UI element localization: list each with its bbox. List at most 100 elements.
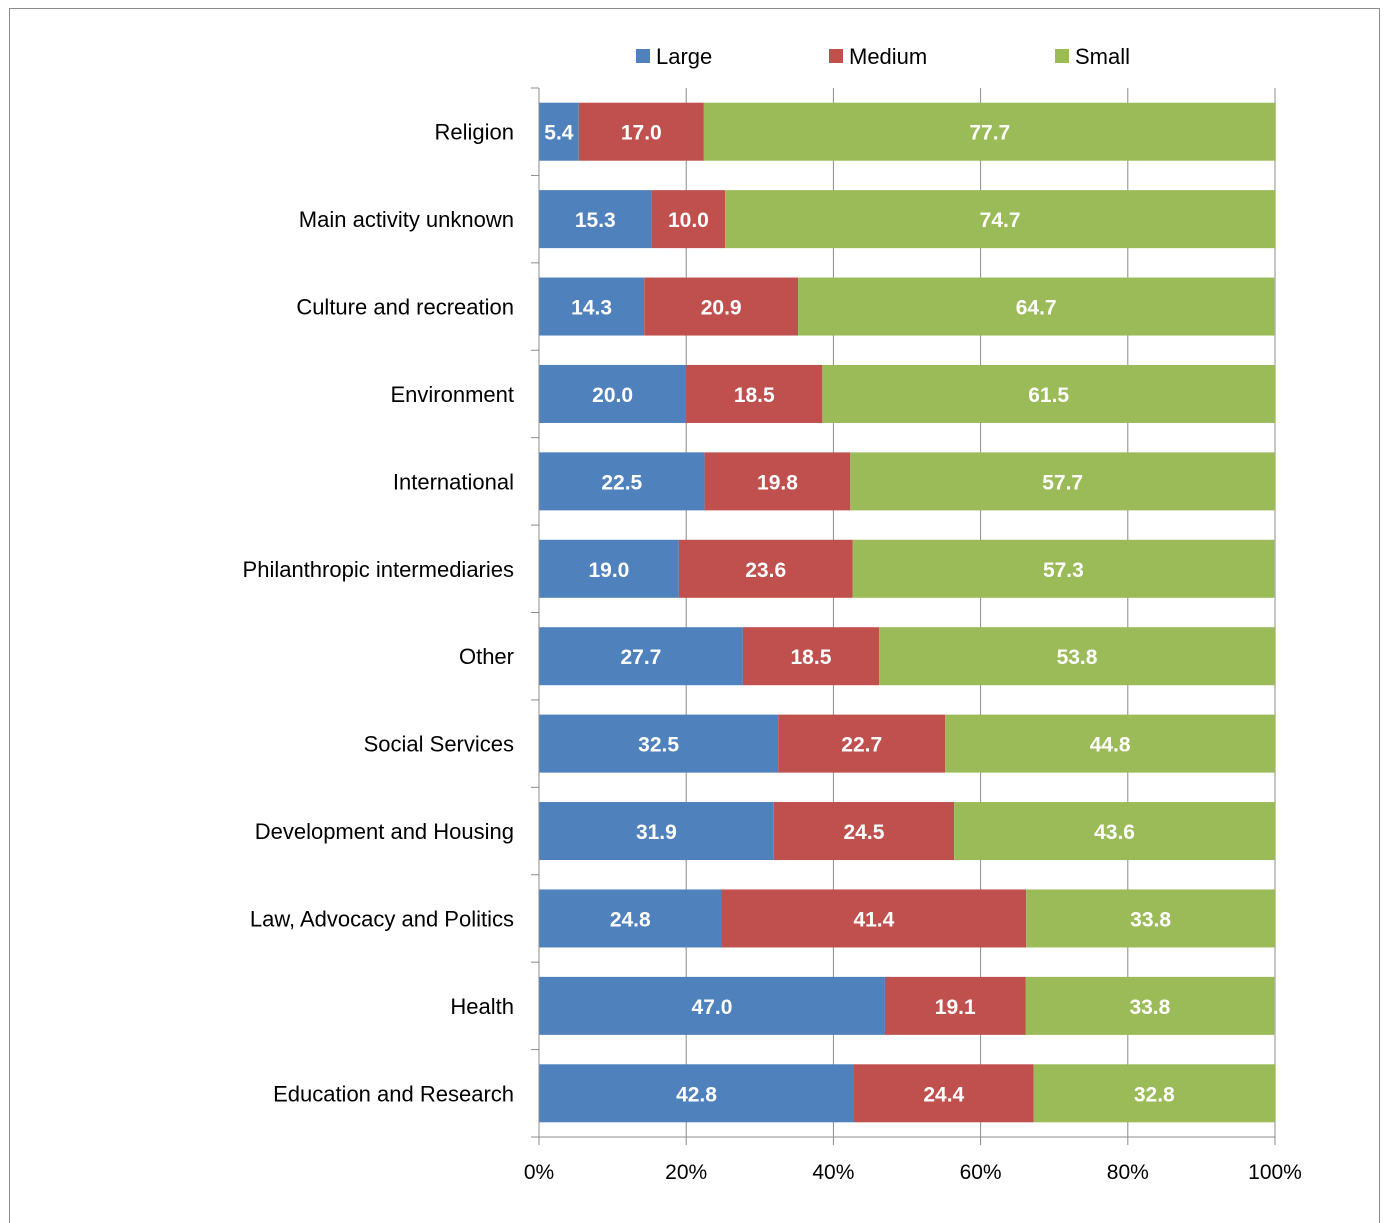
x-tick-label: 40%: [812, 1161, 854, 1184]
bar-medium-environment: [686, 364, 823, 423]
legend-swatch-large: [636, 49, 650, 63]
data-label-small-environment: 61.5: [1028, 384, 1069, 407]
bar-medium-social-services: [778, 714, 946, 773]
legend-label-small: Small: [1075, 44, 1130, 69]
bar-large-main-activity-unknown: [539, 190, 652, 249]
bar-large-other: [539, 627, 743, 686]
category-label-law-advocacy-and-politics: Law, Advocacy and Politics: [250, 906, 514, 931]
category-label-religion: Religion: [435, 120, 515, 145]
bar-large-environment: [539, 364, 687, 423]
bar-small-health: [1025, 976, 1275, 1035]
bar-small-development-and-housing: [954, 802, 1275, 861]
bar-large-international: [539, 452, 705, 511]
bar-small-law-advocacy-and-politics: [1026, 889, 1275, 948]
category-label-philanthropic-intermediaries: Philanthropic intermediaries: [243, 557, 514, 582]
bar-large-religion: [539, 102, 579, 161]
legend: Large Medium Small: [636, 44, 1130, 69]
data-label-large-social-services: 32.5: [638, 734, 679, 757]
category-label-main-activity-unknown: Main activity unknown: [299, 207, 514, 232]
bar-small-international: [850, 452, 1275, 511]
x-tick-label: 80%: [1107, 1161, 1149, 1184]
bar-small-main-activity-unknown: [725, 190, 1275, 249]
data-label-large-education-and-research: 42.8: [676, 1083, 717, 1106]
data-label-large-religion: 5.4: [544, 122, 574, 145]
data-label-medium-philanthropic-intermediaries: 23.6: [745, 559, 786, 582]
data-label-large-philanthropic-intermediaries: 19.0: [588, 559, 629, 582]
bar-small-religion: [703, 102, 1276, 161]
data-label-small-international: 57.7: [1042, 471, 1083, 494]
category-label-health: Health: [450, 994, 514, 1019]
bar-medium-religion: [578, 102, 704, 161]
data-label-medium-health: 19.1: [935, 996, 976, 1019]
bar-medium-other: [742, 627, 880, 686]
category-label-environment: Environment: [390, 382, 514, 407]
legend-swatch-small: [1055, 49, 1069, 63]
bar-large-development-and-housing: [539, 802, 774, 861]
data-label-small-culture-and-recreation: 64.7: [1016, 297, 1057, 320]
data-label-medium-culture-and-recreation: 20.9: [701, 297, 742, 320]
data-label-small-law-advocacy-and-politics: 33.8: [1130, 908, 1171, 931]
chart-frame: [9, 8, 1380, 1223]
bar-medium-law-advocacy-and-politics: [721, 889, 1027, 948]
bar-medium-education-and-research: [854, 1064, 1034, 1123]
bar-small-education-and-research: [1033, 1064, 1275, 1123]
bar-medium-development-and-housing: [773, 802, 955, 861]
bar-large-culture-and-recreation: [539, 277, 645, 336]
bars: 5.4 17.0 77.7 15.3 10.0 74.7 14.3 20.9 64.7 20.0 1…: [539, 102, 1276, 1123]
data-label-medium-international: 19.8: [757, 471, 798, 494]
bar-medium-philanthropic-intermediaries: [678, 539, 853, 598]
data-label-small-philanthropic-intermediaries: 57.3: [1043, 559, 1084, 582]
data-label-medium-environment: 18.5: [734, 384, 775, 407]
bar-medium-health: [884, 976, 1026, 1035]
bar-large-social-services: [539, 714, 779, 773]
data-label-large-law-advocacy-and-politics: 24.8: [610, 908, 651, 931]
category-label-other: Other: [459, 644, 514, 669]
data-label-small-main-activity-unknown: 74.7: [980, 209, 1021, 232]
data-label-large-development-and-housing: 31.9: [636, 821, 677, 844]
legend-label-medium: Medium: [849, 44, 927, 69]
bar-small-environment: [822, 364, 1275, 423]
bar-medium-main-activity-unknown: [651, 190, 726, 249]
bar-large-education-and-research: [539, 1064, 855, 1123]
data-label-large-other: 27.7: [620, 646, 661, 669]
data-label-large-international: 22.5: [601, 471, 642, 494]
category-label-international: International: [393, 469, 514, 494]
data-label-medium-law-advocacy-and-politics: 41.4: [853, 908, 894, 931]
data-label-large-environment: 20.0: [592, 384, 633, 407]
data-label-medium-other: 18.5: [791, 646, 832, 669]
data-label-medium-development-and-housing: 24.5: [844, 821, 885, 844]
data-label-medium-education-and-research: 24.4: [923, 1083, 964, 1106]
data-label-small-education-and-research: 32.8: [1134, 1083, 1175, 1106]
x-tick-label: 20%: [665, 1161, 707, 1184]
data-label-small-religion: 77.7: [969, 122, 1010, 145]
data-label-medium-main-activity-unknown: 10.0: [668, 209, 709, 232]
category-label-culture-and-recreation: Culture and recreation: [296, 295, 514, 320]
x-tick-label: 100%: [1248, 1161, 1302, 1184]
bar-small-philanthropic-intermediaries: [852, 539, 1275, 598]
data-label-small-development-and-housing: 43.6: [1094, 821, 1135, 844]
bar-medium-culture-and-recreation: [644, 277, 799, 336]
data-label-small-health: 33.8: [1129, 996, 1170, 1019]
bar-small-social-services: [945, 714, 1275, 773]
category-label-education-and-research: Education and Research: [273, 1081, 514, 1106]
bar-large-philanthropic-intermediaries: [539, 539, 679, 598]
legend-swatch-medium: [829, 49, 843, 63]
data-label-medium-religion: 17.0: [621, 122, 662, 145]
bar-large-law-advocacy-and-politics: [539, 889, 722, 948]
axes: 0% 20% 40% 60% 80% 100% Religion Main activity …: [243, 87, 1302, 1184]
x-tick-label: 0%: [524, 1161, 554, 1184]
data-label-medium-social-services: 22.7: [841, 734, 882, 757]
bar-small-culture-and-recreation: [798, 277, 1275, 336]
bar-large-health: [539, 976, 885, 1035]
category-label-social-services: Social Services: [364, 732, 514, 757]
gridlines: [685, 88, 1276, 1137]
data-label-small-other: 53.8: [1057, 646, 1098, 669]
data-label-large-culture-and-recreation: 14.3: [571, 297, 612, 320]
bar-small-other: [879, 627, 1275, 686]
bar-medium-international: [704, 452, 851, 511]
legend-label-large: Large: [656, 44, 712, 69]
data-label-large-health: 47.0: [692, 996, 733, 1019]
category-label-development-and-housing: Development and Housing: [255, 819, 514, 844]
data-label-large-main-activity-unknown: 15.3: [575, 209, 616, 232]
